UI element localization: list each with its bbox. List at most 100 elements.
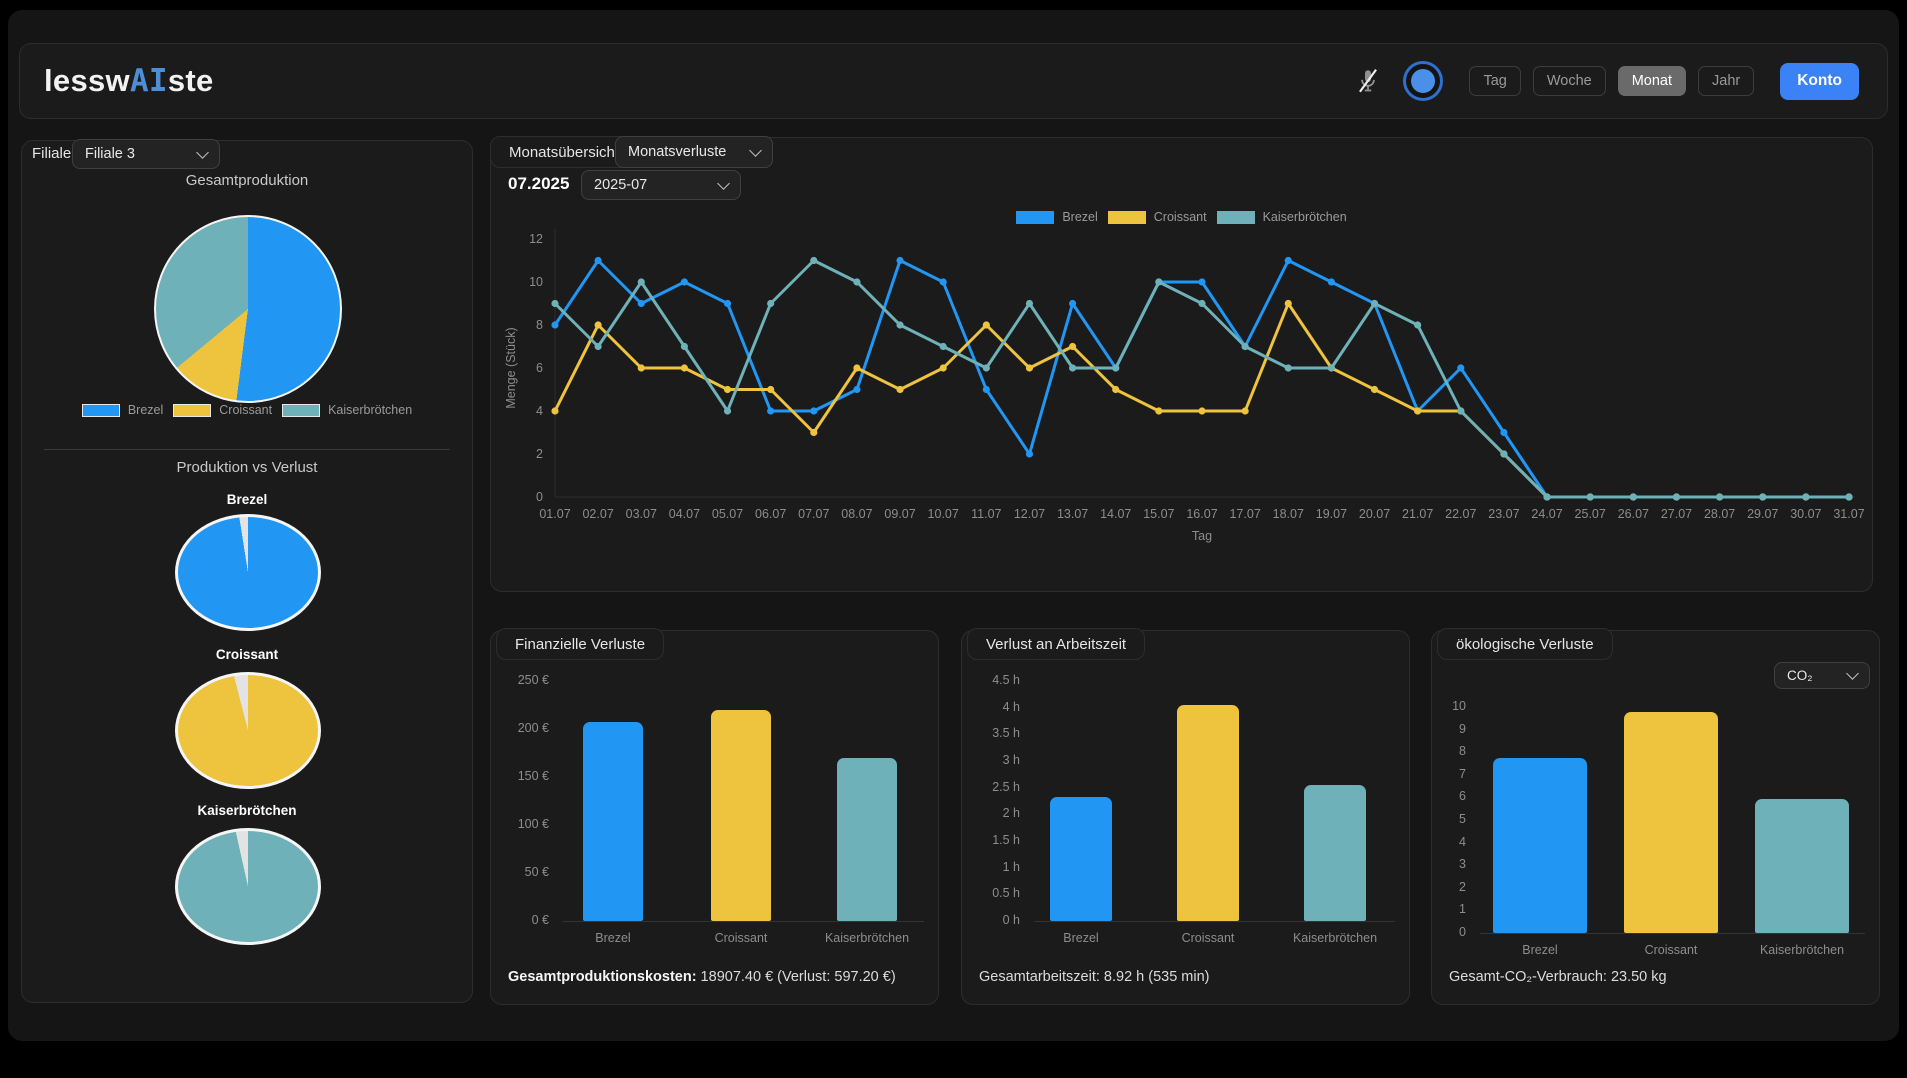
month-overview-panel: Monatsübersicht Monatsverluste 07.2025 2… xyxy=(490,136,1873,592)
financial-losses-panel: Finanzielle Verluste 0 € 50 € 100 € 150 € 20… xyxy=(490,628,939,1005)
legend-item-brezel[interactable]: Brezel xyxy=(81,403,163,417)
y-axis-tick-label: 0 xyxy=(536,490,543,504)
data-point xyxy=(1241,342,1249,351)
vs-section-title: Produktion vs Verlust xyxy=(176,459,318,476)
x-axis-tick-label: 11.07 xyxy=(971,507,1001,521)
data-point xyxy=(637,364,645,372)
topbar: lesswAIste Tag Woche Monat Jahr Konto xyxy=(19,43,1888,119)
konto-button[interactable]: Konto xyxy=(1780,62,1859,100)
data-point xyxy=(853,364,861,372)
data-point xyxy=(1284,364,1292,372)
financial-footer: Gesamtproduktionskosten: 18907.40 € (Ver… xyxy=(508,969,896,985)
month-select[interactable]: 2025-07 xyxy=(581,170,741,200)
bar-category-label: Kaiserbrötchen xyxy=(824,931,910,945)
data-point xyxy=(1500,428,1508,437)
y-axis-tick-label: 4 xyxy=(536,404,543,418)
period-button-woche[interactable]: Woche xyxy=(1532,66,1606,96)
legend-swatch-brezel xyxy=(1016,210,1055,224)
y-axis-tick-label: 12 xyxy=(529,232,543,246)
vs-pie-kaiserbroetchen xyxy=(175,828,321,945)
period-button-jahr[interactable]: Jahr xyxy=(1698,66,1755,96)
production-pie-chart xyxy=(154,215,342,403)
vs-pie-label-croissant: Croissant xyxy=(215,647,279,662)
financial-bar-chart: 0 € 50 € 100 € 150 € 200 € 250 € Brezel Croissa… xyxy=(491,631,938,1004)
legend-item-croissant[interactable]: Croissant xyxy=(173,403,272,417)
view-select[interactable]: Monatsverluste xyxy=(615,136,773,168)
microphone-muted-icon[interactable] xyxy=(1355,67,1381,95)
data-point xyxy=(896,385,904,394)
y-axis-tick-label: 0 h xyxy=(1002,913,1020,927)
y-axis-tick-label: 2 h xyxy=(1002,806,1020,821)
chevron-down-icon xyxy=(1846,667,1859,680)
legend-item-kaiserbroetchen[interactable]: Kaiserbrötchen xyxy=(1216,210,1347,224)
data-point xyxy=(723,299,732,308)
data-point xyxy=(594,256,602,265)
data-point xyxy=(1284,256,1292,265)
eco-bar-chart: 0 1 2 3 4 5 6 7 8 9 10 Brezel Croissant Kaiserbrötche… xyxy=(1432,631,1879,1004)
data-point xyxy=(1414,321,1422,329)
legend-swatch-kaiserbroetchen xyxy=(282,403,321,417)
data-point xyxy=(1370,299,1379,308)
logo-ai-highlight: AI xyxy=(129,63,168,99)
data-point xyxy=(1155,407,1163,415)
filiale-select[interactable]: Filiale 3 xyxy=(72,139,220,169)
y-axis-title: Menge (Stück) xyxy=(504,327,518,408)
eco-losses-tab: ökologische Verluste xyxy=(1437,628,1613,660)
legend-label: Kaiserbrötchen xyxy=(328,403,413,417)
bar-croissant xyxy=(1624,711,1718,933)
worktime-losses-tab: Verlust an Arbeitszeit xyxy=(967,628,1146,660)
data-point xyxy=(767,385,775,394)
legend-swatch-brezel xyxy=(81,403,120,417)
data-point xyxy=(1327,364,1335,372)
x-axis-tick-label: 23.07 xyxy=(1488,507,1519,521)
data-point xyxy=(1586,493,1594,501)
x-axis-tick-label: 07.07 xyxy=(798,507,829,521)
y-axis-tick-label: 10 xyxy=(1452,699,1466,713)
bar-category-label: Kaiserbrötchen xyxy=(1759,943,1845,957)
data-point xyxy=(1802,493,1810,501)
data-point xyxy=(1112,385,1120,394)
x-axis-tick-label: 22.07 xyxy=(1445,507,1476,521)
data-point xyxy=(810,256,818,265)
data-point xyxy=(1629,493,1637,501)
line-series xyxy=(553,302,1851,499)
period-button-monat[interactable]: Monat xyxy=(1617,66,1687,96)
data-point xyxy=(939,342,947,351)
y-axis-tick-label: 4 h xyxy=(1002,699,1020,714)
data-point xyxy=(982,385,990,394)
legend-swatch-kaiserbroetchen xyxy=(1216,210,1255,224)
bar-kaiserbrötchen xyxy=(1304,785,1366,921)
y-axis-tick-label: 0 € xyxy=(531,913,549,927)
y-axis-tick-label: 8 xyxy=(1459,744,1466,759)
period-button-tag[interactable]: Tag xyxy=(1469,66,1521,96)
eco-unit-select[interactable]: CO₂ xyxy=(1774,662,1870,689)
month-selected-value: 2025-07 xyxy=(594,177,648,193)
bar-category-label: Brezel xyxy=(595,931,631,945)
x-axis-tick-label: 25.07 xyxy=(1575,507,1606,521)
month-label: 07.2025 xyxy=(508,174,570,193)
y-axis-tick-label: 2 xyxy=(1459,879,1466,894)
bar-brezel xyxy=(1050,797,1112,921)
legend-item-brezel[interactable]: Brezel xyxy=(1016,210,1098,224)
x-axis-line xyxy=(1480,933,1865,934)
data-point xyxy=(1500,450,1508,458)
x-axis-line xyxy=(1034,921,1395,922)
y-axis-tick-label: 150 € xyxy=(517,769,549,783)
y-axis-tick-label: 1 xyxy=(1459,902,1466,917)
logo-prefix: lessw xyxy=(44,63,130,98)
line-chart-legend: Brezel Croissant Kaiserbrötchen xyxy=(491,210,1872,224)
data-point xyxy=(1414,407,1422,415)
worktime-footer: Gesamtarbeitszeit: 8.92 h (535 min) xyxy=(979,969,1210,985)
legend-item-croissant[interactable]: Croissant xyxy=(1107,210,1207,224)
x-axis-tick-label: 19.07 xyxy=(1316,507,1347,521)
bar-category-label: Croissant xyxy=(1644,943,1698,957)
data-point xyxy=(1069,299,1077,308)
legend-label: Croissant xyxy=(219,403,273,417)
assistant-status-indicator[interactable] xyxy=(1403,61,1444,101)
data-point xyxy=(680,278,688,286)
data-point xyxy=(1198,407,1206,415)
y-axis-tick-label: 1 h xyxy=(1002,859,1020,874)
legend-item-kaiserbroetchen[interactable]: Kaiserbrötchen xyxy=(282,403,412,417)
y-axis-tick-label: 8 xyxy=(536,318,543,332)
bar-brezel xyxy=(1493,757,1587,933)
